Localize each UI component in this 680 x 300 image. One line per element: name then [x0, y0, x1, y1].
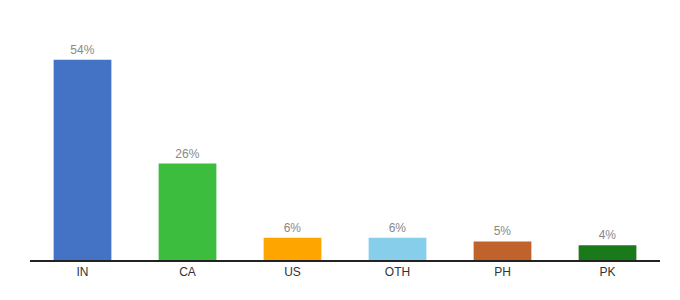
svg-text:PH: PH	[494, 265, 511, 279]
svg-text:CA: CA	[179, 265, 196, 279]
svg-text:4%: 4%	[599, 228, 617, 242]
svg-text:IN: IN	[77, 265, 89, 279]
svg-text:5%: 5%	[494, 224, 512, 238]
svg-text:54%: 54%	[70, 43, 94, 57]
svg-text:6%: 6%	[284, 221, 302, 235]
svg-text:26%: 26%	[175, 147, 199, 161]
svg-text:PK: PK	[599, 265, 615, 279]
svg-text:US: US	[284, 265, 301, 279]
svg-text:OTH: OTH	[385, 265, 410, 279]
svg-text:6%: 6%	[389, 221, 407, 235]
